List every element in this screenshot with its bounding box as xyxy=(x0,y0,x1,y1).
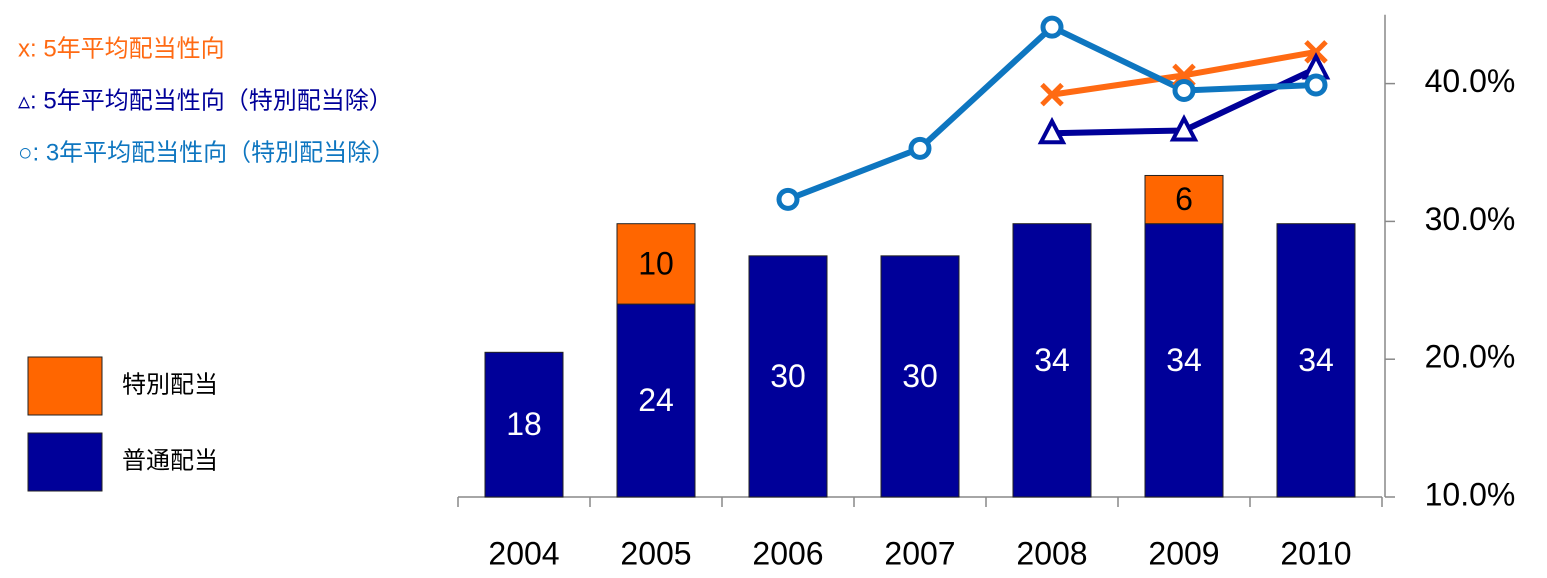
bar xyxy=(616,303,696,498)
x-tick-label: 2008 xyxy=(1016,535,1087,571)
legend-label: 普通配当 xyxy=(122,447,218,474)
bar xyxy=(748,255,828,498)
legend-swatch xyxy=(27,356,103,416)
bar-value-label: 34 xyxy=(1166,342,1202,378)
line-marker xyxy=(1169,114,1199,142)
line-legend: ▵: 5年平均配当性向（特別配当除） xyxy=(18,87,393,114)
x-tick-label: 2010 xyxy=(1280,535,1351,571)
x-tick-label: 2007 xyxy=(884,535,955,571)
bar-value-label: 6 xyxy=(1175,181,1193,217)
legend-label: 特別配当 xyxy=(122,371,218,398)
bar xyxy=(616,223,696,305)
line-marker xyxy=(1040,82,1064,107)
bar-value-label: 24 xyxy=(638,382,674,418)
line-marker xyxy=(1304,73,1328,97)
line-marker xyxy=(1304,40,1328,64)
line-marker xyxy=(1172,78,1196,102)
bar-value-label: 18 xyxy=(506,406,542,442)
bar xyxy=(1144,223,1224,498)
y2-tick-label: 10.0% xyxy=(1425,476,1516,512)
bar-value-label: 10 xyxy=(638,245,674,281)
x-tick-label: 2005 xyxy=(620,535,691,571)
y2-tick-label: 30.0% xyxy=(1425,201,1516,237)
x-tick-label: 2006 xyxy=(752,535,823,571)
line-legend: ○: 3年平均配当性向（特別配当除） xyxy=(18,139,395,166)
bar-value-label: 34 xyxy=(1298,342,1334,378)
x-tick-label: 2009 xyxy=(1148,535,1219,571)
bar-value-label: 34 xyxy=(1034,342,1070,378)
y2-tick-label: 40.0% xyxy=(1425,63,1516,99)
line-legend: x: 5年平均配当性向 xyxy=(18,35,225,62)
y2-tick-label: 20.0% xyxy=(1425,339,1516,375)
line-marker xyxy=(776,187,800,211)
x-tick-label: 2004 xyxy=(488,535,559,571)
legend-swatch xyxy=(27,432,103,492)
line-marker xyxy=(908,136,932,160)
bar xyxy=(1276,223,1356,498)
line-marker xyxy=(1037,116,1067,145)
line-marker xyxy=(1040,15,1064,39)
bar-value-label: 30 xyxy=(902,358,938,394)
bar xyxy=(880,255,960,498)
bar xyxy=(1144,174,1224,225)
bar xyxy=(484,351,564,498)
line xyxy=(786,23,1317,203)
bar-value-label: 30 xyxy=(770,358,806,394)
bar xyxy=(1012,223,1092,498)
